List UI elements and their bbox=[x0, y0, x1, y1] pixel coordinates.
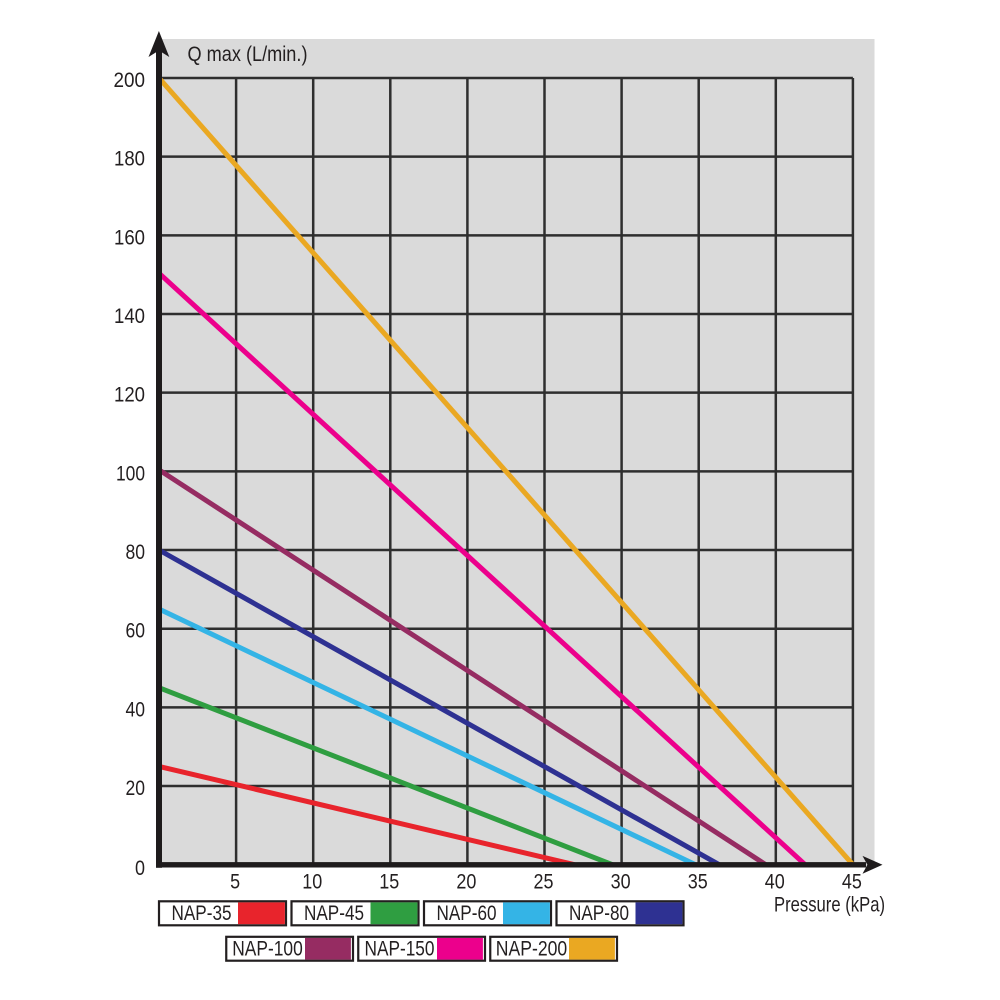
svg-text:20: 20 bbox=[456, 870, 476, 893]
svg-text:NAP-100: NAP-100 bbox=[232, 937, 303, 960]
svg-text:5: 5 bbox=[230, 870, 240, 893]
svg-text:100: 100 bbox=[116, 462, 145, 485]
svg-text:NAP-80: NAP-80 bbox=[569, 902, 629, 925]
svg-text:Q max (L/min.): Q max (L/min.) bbox=[188, 43, 308, 66]
svg-text:180: 180 bbox=[114, 148, 145, 171]
svg-text:25: 25 bbox=[534, 870, 554, 893]
svg-text:45: 45 bbox=[842, 870, 862, 893]
svg-text:0: 0 bbox=[135, 857, 145, 880]
svg-text:80: 80 bbox=[126, 541, 146, 564]
svg-text:40: 40 bbox=[126, 698, 146, 721]
svg-text:Pressure (kPa): Pressure (kPa) bbox=[774, 894, 885, 917]
svg-text:35: 35 bbox=[688, 870, 708, 893]
svg-text:NAP-45: NAP-45 bbox=[304, 902, 364, 925]
svg-text:NAP-200: NAP-200 bbox=[496, 937, 567, 960]
svg-text:NAP-60: NAP-60 bbox=[437, 902, 497, 925]
svg-text:120: 120 bbox=[114, 384, 145, 407]
svg-text:NAP-150: NAP-150 bbox=[365, 937, 435, 960]
svg-text:200: 200 bbox=[114, 69, 146, 92]
svg-text:20: 20 bbox=[126, 777, 146, 800]
svg-text:15: 15 bbox=[379, 870, 399, 893]
svg-text:160: 160 bbox=[114, 226, 145, 249]
svg-text:60: 60 bbox=[126, 620, 146, 643]
svg-text:140: 140 bbox=[114, 305, 145, 328]
svg-text:10: 10 bbox=[302, 870, 322, 893]
svg-text:40: 40 bbox=[765, 870, 785, 893]
svg-text:NAP-35: NAP-35 bbox=[172, 902, 232, 925]
svg-text:30: 30 bbox=[611, 870, 631, 893]
